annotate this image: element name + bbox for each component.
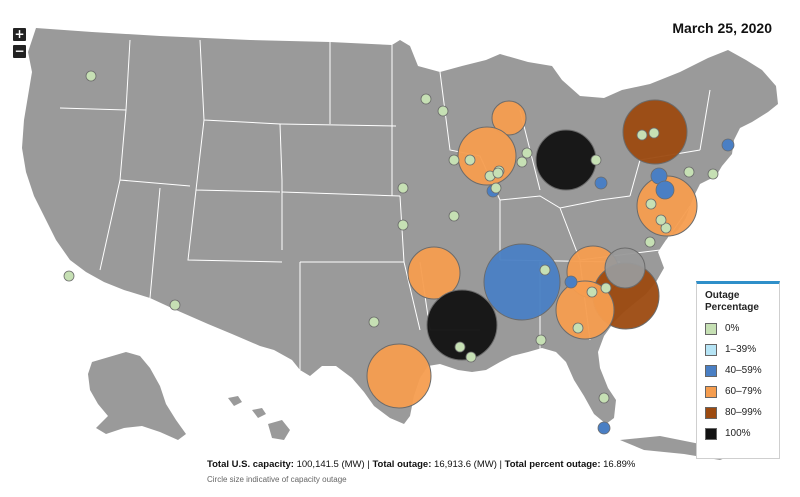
state-border-line xyxy=(199,39,283,181)
zoom-in-button[interactable]: + xyxy=(13,27,26,41)
outage-marker[interactable] xyxy=(598,392,610,404)
outage-marker[interactable] xyxy=(644,236,656,248)
outage-marker[interactable] xyxy=(564,275,578,289)
outage-marker[interactable] xyxy=(397,219,409,231)
legend-swatch xyxy=(705,406,717,419)
outage-marker[interactable] xyxy=(535,129,597,191)
legend-label: 80–99% xyxy=(725,407,762,418)
legend-label: 0% xyxy=(725,323,740,334)
state-border-line xyxy=(279,123,397,127)
totals-footer: Total U.S. capacity: 100,141.5 (MW) | To… xyxy=(207,459,635,470)
state-border-line xyxy=(149,187,161,299)
outage-marker[interactable] xyxy=(597,421,611,435)
outage-marker[interactable] xyxy=(660,222,672,234)
outage-marker[interactable] xyxy=(636,129,648,141)
legend-label: 40–59% xyxy=(725,365,762,376)
outage-marker[interactable] xyxy=(491,100,527,136)
state-border-line xyxy=(403,261,421,331)
outage-marker[interactable] xyxy=(465,351,477,363)
outage-markers[interactable] xyxy=(63,70,735,435)
legend-swatch xyxy=(705,364,717,377)
legend-swatch xyxy=(705,322,717,335)
legend-label: 1–39% xyxy=(725,344,757,355)
legend-item-5: 100% xyxy=(705,423,773,444)
outage-marker[interactable] xyxy=(539,264,551,276)
outage-label: Total outage: xyxy=(372,459,432,470)
outage-marker[interactable] xyxy=(594,176,608,190)
outage-marker[interactable] xyxy=(464,154,476,166)
date-label: March 25, 2020 xyxy=(672,20,772,36)
percent-label: Total percent outage: xyxy=(504,459,601,470)
state-border-line xyxy=(281,191,401,197)
outage-marker[interactable] xyxy=(521,147,533,159)
legend-item-3: 60–79% xyxy=(705,381,773,402)
outage-marker[interactable] xyxy=(397,182,409,194)
separator: | xyxy=(367,459,370,470)
legend-item-1: 1–39% xyxy=(705,339,773,360)
percent-value: 16.89% xyxy=(603,459,636,470)
legend-swatch xyxy=(705,385,717,398)
outage-marker[interactable] xyxy=(572,322,584,334)
legend-item-4: 80–99% xyxy=(705,402,773,423)
outage-marker[interactable] xyxy=(407,246,461,300)
outage-marker[interactable] xyxy=(535,334,547,346)
outage-marker[interactable] xyxy=(516,156,528,168)
outage-marker[interactable] xyxy=(655,180,675,200)
legend-item-2: 40–59% xyxy=(705,360,773,381)
outage-value: 16,913.6 (MW) xyxy=(434,459,497,470)
outage-marker[interactable] xyxy=(169,299,181,311)
outage-marker[interactable] xyxy=(648,127,660,139)
outage-marker[interactable] xyxy=(655,214,667,226)
outage-marker[interactable] xyxy=(448,154,460,166)
legend-item-0: 0% xyxy=(705,318,773,339)
legend-swatch xyxy=(705,343,717,356)
legend-label: 60–79% xyxy=(725,386,762,397)
hawaii-shape xyxy=(228,396,290,440)
state-border-line xyxy=(187,189,283,263)
outage-marker[interactable] xyxy=(604,247,646,289)
outage-marker[interactable] xyxy=(368,316,380,328)
capacity-label: Total U.S. capacity: xyxy=(207,459,294,470)
outage-marker[interactable] xyxy=(721,138,735,152)
state-border-line xyxy=(99,179,121,271)
outage-marker[interactable] xyxy=(586,286,598,298)
outage-marker[interactable] xyxy=(420,93,432,105)
zoom-out-button[interactable]: − xyxy=(13,44,26,58)
outage-marker[interactable] xyxy=(437,105,449,117)
outage-marker[interactable] xyxy=(454,341,466,353)
legend-swatch xyxy=(705,427,717,440)
outage-marker[interactable] xyxy=(555,280,615,340)
legend-label: 100% xyxy=(725,428,751,439)
outage-marker[interactable] xyxy=(683,166,695,178)
footer-note: Circle size indicative of capacity outag… xyxy=(207,475,347,484)
outage-marker[interactable] xyxy=(600,282,612,294)
outage-marker[interactable] xyxy=(448,210,460,222)
outage-marker[interactable] xyxy=(366,343,432,409)
outage-marker[interactable] xyxy=(492,167,504,179)
outage-marker[interactable] xyxy=(707,168,719,180)
legend-title: Outage Percentage xyxy=(705,290,759,313)
capacity-value: 100,141.5 (MW) xyxy=(296,459,365,470)
legend: Outage Percentage 0% 1–39% 40–59% 60–79%… xyxy=(696,281,780,459)
outage-marker[interactable] xyxy=(483,243,561,321)
outage-marker[interactable] xyxy=(85,70,97,82)
alaska-shape xyxy=(88,352,186,440)
outage-marker[interactable] xyxy=(63,270,75,282)
separator: | xyxy=(499,459,502,470)
outage-marker[interactable] xyxy=(590,154,602,166)
outage-marker[interactable] xyxy=(426,289,498,361)
outage-marker[interactable] xyxy=(490,182,502,194)
state-border-line xyxy=(699,89,711,151)
outage-marker[interactable] xyxy=(645,198,657,210)
